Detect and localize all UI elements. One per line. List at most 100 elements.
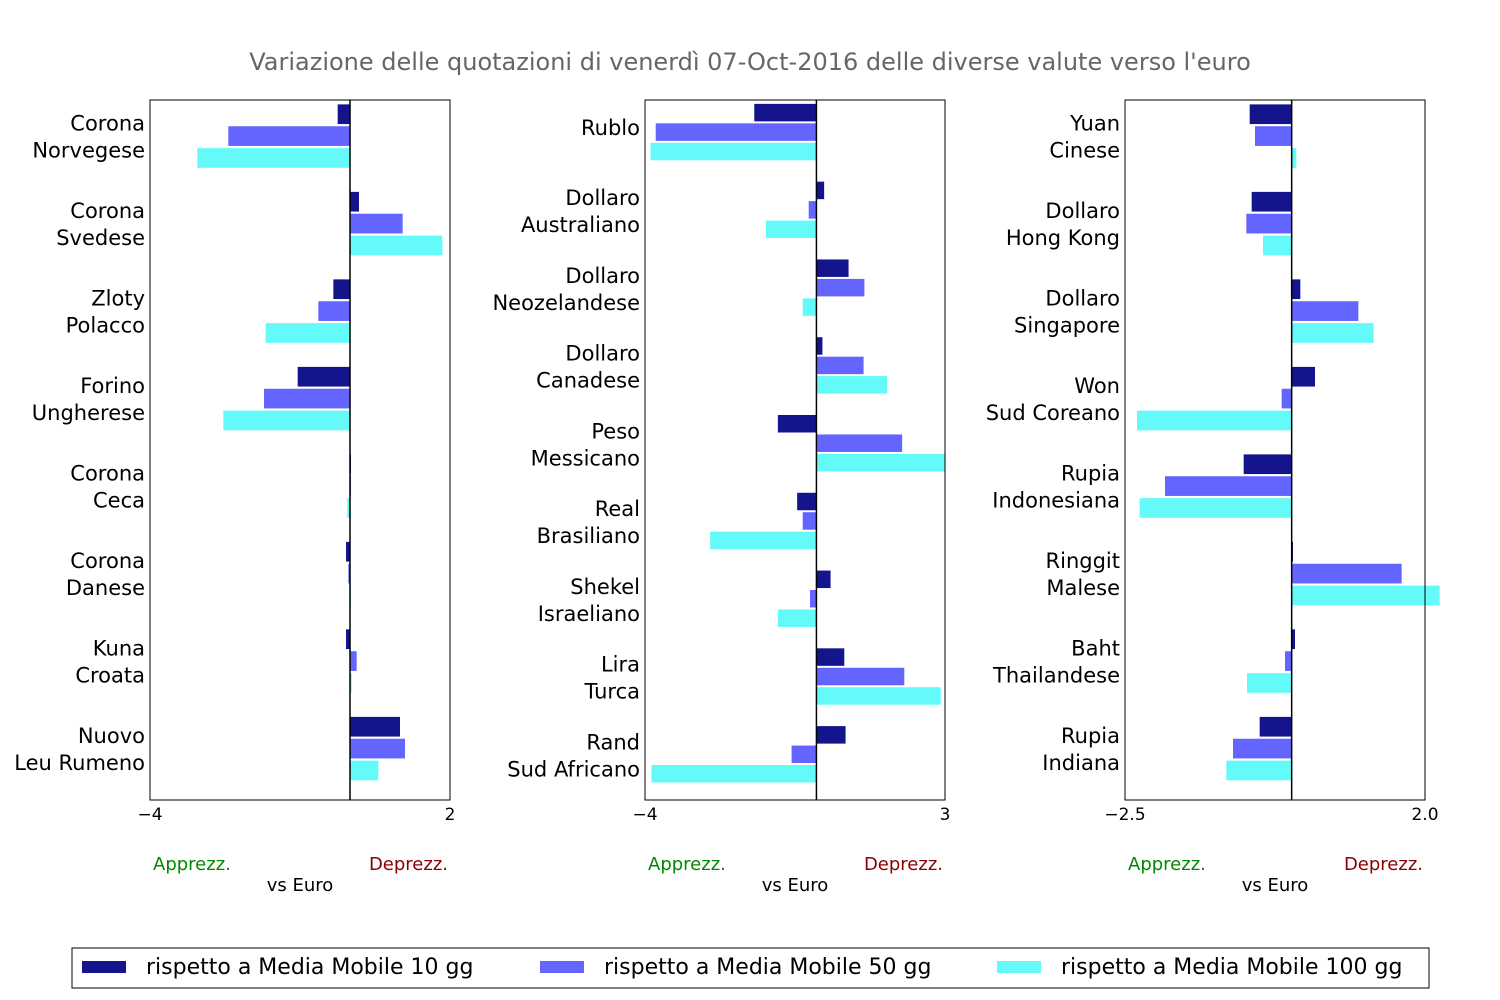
bar-3-3-1	[1291, 279, 1301, 300]
plot-frame-1	[149, 99, 451, 801]
category-line: Corona	[70, 462, 145, 486]
category-line: Polacco	[66, 314, 145, 338]
category-label-2-3: Dollaro Neozelandese	[492, 264, 640, 315]
category-line: Rupia	[1061, 462, 1120, 486]
category-line: Baht	[1071, 637, 1120, 661]
bar-2-4-1	[816, 337, 823, 355]
x-tick-label-1-1: −4	[137, 805, 162, 825]
bar-2-4-2	[816, 356, 864, 375]
bar-2-6-2	[802, 512, 817, 530]
category-line: Ceca	[93, 489, 145, 513]
category-label-3-2: Dollaro Hong Kong	[1006, 199, 1120, 250]
category-line: Indiana	[1042, 751, 1120, 775]
bar-1-7-1	[346, 629, 350, 650]
category-line: Zloty	[91, 287, 145, 311]
category-line: Yuan	[1069, 112, 1120, 136]
category-line: Ungherese	[32, 401, 145, 425]
category-label-1-1: Corona Norvegese	[32, 112, 145, 163]
bar-3-1-1	[1249, 104, 1292, 125]
bar-1-8-2	[350, 738, 405, 759]
bar-2-8-2	[816, 667, 905, 686]
deprezz-label-1: Deprezz.	[369, 854, 448, 875]
category-line: Sud Coreano	[986, 401, 1120, 425]
category-line: Leu Rumeno	[14, 751, 145, 775]
bar-1-4-3	[223, 410, 350, 431]
category-line: Messicano	[531, 446, 640, 470]
category-line: Lira	[601, 653, 640, 677]
category-label-3-1: Yuan Cinese	[1049, 112, 1120, 163]
bar-1-2-2	[350, 213, 403, 234]
category-line: Croata	[75, 664, 145, 688]
bar-3-8-1	[1259, 716, 1292, 737]
category-label-1-5: Corona Ceca	[70, 462, 145, 513]
bar-3-4-1	[1291, 366, 1315, 387]
bar-2-5-1	[777, 415, 817, 433]
x-tick-label-2-2: 3	[940, 805, 951, 825]
bar-1-3-3	[265, 323, 350, 343]
bar-3-5-1	[1243, 454, 1292, 475]
bar-3-1-2	[1255, 126, 1292, 146]
plot-frame-2	[644, 99, 946, 801]
panel-2: Rublo Dollaro Australiano Dollaro Neozelande…	[492, 99, 951, 896]
bar-3-5-2	[1165, 476, 1292, 496]
bar-3-6-2	[1291, 563, 1402, 584]
category-line: Dollaro	[1045, 287, 1120, 311]
bar-1-7-3	[350, 673, 352, 693]
category-line: Peso	[591, 419, 640, 443]
category-line: Danese	[66, 576, 145, 600]
bar-1-6-2	[348, 563, 350, 584]
category-line: Ringgit	[1046, 549, 1120, 573]
bar-2-5-3	[816, 453, 945, 472]
bar-3-4-2	[1281, 388, 1292, 409]
category-line: Real	[595, 497, 640, 521]
category-label-2-4: Dollaro Canadese	[536, 342, 640, 393]
x-axis-label-1: vs Euro	[267, 875, 334, 896]
bar-1-4-2	[264, 388, 350, 409]
category-line: Malese	[1046, 576, 1120, 600]
panels-group: Corona Norvegese Corona Svedese Zloty Polacco…	[14, 99, 1440, 896]
category-line: Svedese	[56, 226, 145, 250]
category-line: Rand	[586, 730, 640, 754]
bar-2-8-3	[816, 687, 941, 705]
bar-2-3-2	[816, 278, 865, 297]
category-label-1-6: Corona Danese	[66, 549, 145, 600]
category-label-2-5: Peso Messicano	[531, 419, 640, 470]
category-label-1-7: Kuna Croata	[75, 637, 145, 688]
bar-3-5-3	[1139, 498, 1292, 518]
category-line: Hong Kong	[1006, 226, 1120, 250]
bar-3-7-3	[1247, 673, 1292, 693]
category-label-3-6: Ringgit Malese	[1046, 549, 1120, 600]
apprezz-label-3: Apprezz.	[1128, 854, 1206, 875]
category-line: Australiano	[521, 213, 640, 237]
category-line: Won	[1074, 374, 1120, 398]
category-line: Nuovo	[78, 724, 145, 748]
category-line: Israeliano	[538, 602, 640, 626]
chart-title: Variazione delle quotazioni di venerdì 0…	[249, 48, 1251, 76]
legend-swatch-3	[997, 961, 1041, 973]
panel-1: Corona Norvegese Corona Svedese Zloty Polacco…	[14, 99, 456, 896]
bar-2-2-1	[816, 181, 825, 200]
category-label-3-7: Baht Thailandese	[992, 637, 1120, 688]
category-line: Dollaro	[1045, 199, 1120, 223]
category-label-3-5: Rupia Indonesiana	[992, 462, 1120, 513]
category-label-2-2: Dollaro Australiano	[521, 186, 640, 237]
category-label-2-8: Lira Turca	[583, 653, 640, 704]
bar-3-7-1	[1291, 629, 1295, 650]
bar-3-1-3	[1291, 148, 1297, 168]
legend-entry-1: rispetto a Media Mobile 10 gg	[146, 955, 473, 980]
x-tick-label-2-1: −4	[632, 805, 657, 825]
category-label-1-4: Forino Ungherese	[32, 374, 145, 425]
x-axis-label-2: vs Euro	[762, 875, 829, 896]
bar-3-7-2	[1285, 651, 1292, 671]
category-line: Corona	[70, 199, 145, 223]
bar-1-2-3	[350, 235, 443, 256]
category-line: Dollaro	[565, 342, 640, 366]
bar-3-2-1	[1251, 191, 1292, 212]
bar-2-6-3	[710, 531, 817, 550]
category-line: Shekel	[570, 575, 640, 599]
category-line: Turca	[583, 680, 640, 704]
category-label-2-1: Rublo	[581, 116, 640, 140]
x-tick-label-1-2: 2	[445, 805, 456, 825]
category-line: Corona	[70, 549, 145, 573]
